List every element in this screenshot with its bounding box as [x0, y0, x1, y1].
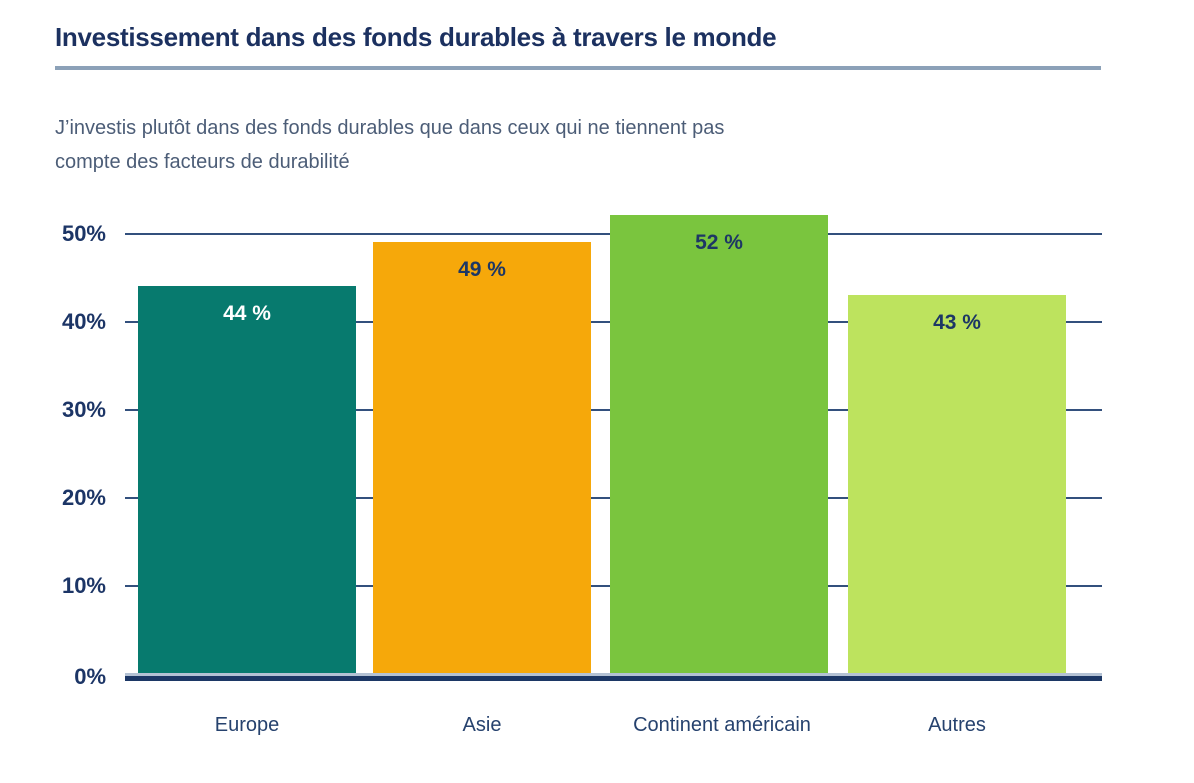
x-tick-label-europe: Europe: [214, 714, 280, 736]
y-tick-label: 30%: [61, 397, 106, 422]
x-axis-line: [125, 676, 1102, 681]
bar-autres: 43 %: [848, 295, 1066, 673]
x-tick-label-autres: Autres: [928, 714, 986, 736]
bar-value-label: 43 %: [933, 311, 981, 334]
bar-asie: 49 %: [373, 242, 591, 673]
bar-value-label: 44 %: [223, 302, 271, 325]
chart-subtitle: J’investis plutôt dans des fonds durable…: [55, 117, 725, 173]
y-tick-label: 20%: [61, 485, 106, 510]
x-tick-label-continent-americain: Continent américain: [633, 714, 811, 736]
bar-value-label: 49 %: [458, 258, 506, 281]
y-tick-label: 50%: [61, 221, 106, 246]
y-tick-label: 40%: [61, 309, 106, 334]
y-tick-label: 10%: [61, 573, 106, 598]
x-axis-line-highlight: [125, 673, 1102, 676]
title-divider: [55, 66, 1101, 70]
bar-continent-americain: 52 %: [610, 215, 828, 673]
chart-title: Investissement dans des fonds durables à…: [55, 22, 777, 52]
x-tick-label-asie: Asie: [462, 714, 502, 736]
bar-value-label: 52 %: [695, 231, 743, 254]
y-tick-label: 0%: [74, 664, 106, 689]
bar-europe: 44 %: [138, 286, 356, 673]
